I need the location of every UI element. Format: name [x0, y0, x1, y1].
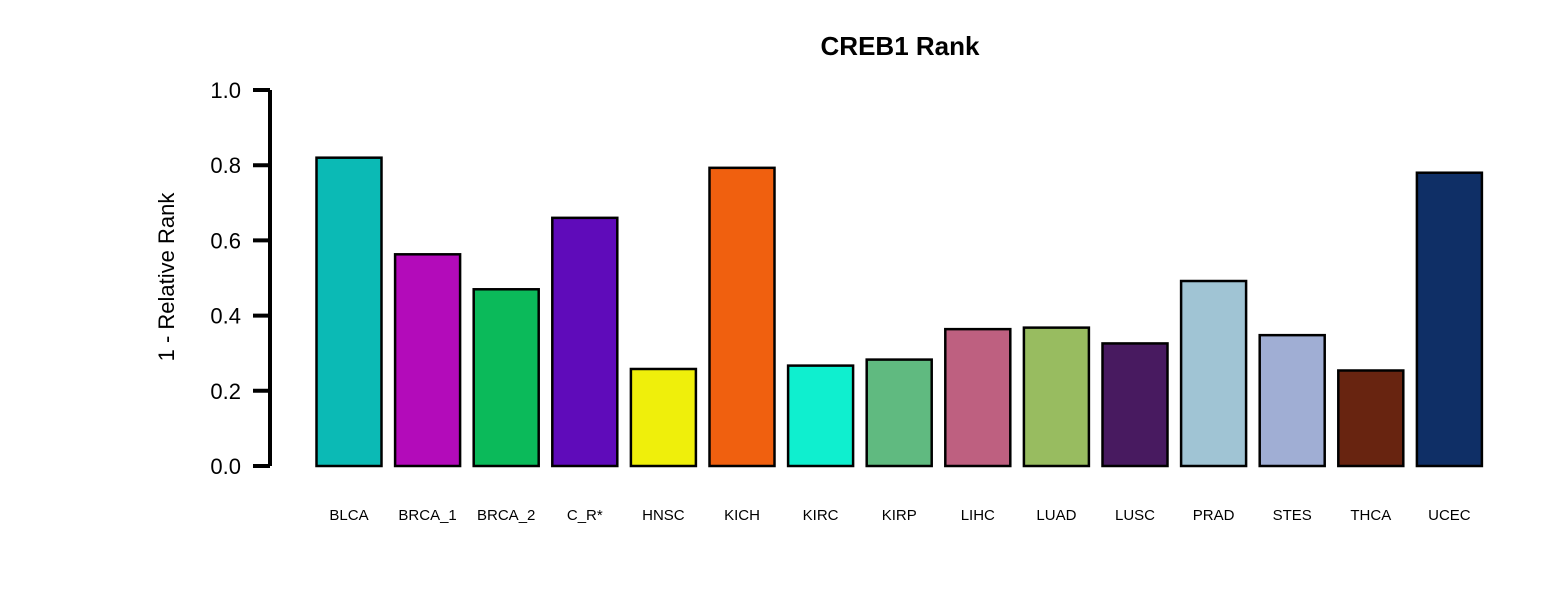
bar-stes — [1258, 333, 1326, 468]
bar-blca — [315, 156, 383, 468]
y-tick-label: 0.2 — [210, 379, 241, 404]
bar-brca-2 — [472, 288, 540, 468]
x-tick-label: KIRP — [882, 507, 917, 524]
bar-c-r — [551, 216, 619, 468]
x-tick-label: KIRC — [803, 507, 839, 524]
x-tick-label: BRCA_1 — [398, 507, 456, 524]
x-tick-labels: BLCA BRCA_1 BRCA_2 C_R* HNSC KICH KIRC KIRP LIHC… — [329, 507, 1470, 524]
y-tick-label: 0.4 — [210, 304, 241, 329]
x-tick-label: UCEC — [1428, 507, 1471, 524]
x-tick-label: BRCA_2 — [477, 507, 535, 524]
bar-kirc — [786, 364, 855, 468]
chart-title: CREB1 Rank — [821, 31, 980, 61]
bar-brca-1 — [393, 253, 462, 468]
y-tick-label: 0.6 — [210, 228, 241, 253]
x-tick-label: LUAD — [1036, 507, 1076, 524]
y-tick-label: 1.0 — [210, 78, 241, 103]
bars — [315, 156, 1484, 468]
x-tick-label: LUSC — [1115, 507, 1155, 524]
bar-luad — [1022, 326, 1091, 468]
y-tick-label: 0.0 — [210, 454, 241, 479]
x-tick-label: PRAD — [1193, 507, 1235, 524]
x-tick-label: STES — [1273, 507, 1312, 524]
x-tick-label: KICH — [724, 507, 760, 524]
bar-thca — [1337, 369, 1405, 468]
y-axis: 0.0 0.2 0.4 0.6 0.8 1.0 — [210, 78, 272, 479]
x-tick-label: THCA — [1350, 507, 1391, 524]
y-tick-label: 0.8 — [210, 153, 241, 178]
bar-lusc — [1101, 342, 1169, 468]
x-tick-label: HNSC — [642, 507, 685, 524]
bar-kich — [708, 166, 776, 468]
y-axis-label: 1 - Relative Rank — [154, 192, 179, 362]
bar-prad — [1179, 279, 1248, 468]
x-tick-label: BLCA — [329, 507, 368, 524]
x-tick-label: C_R* — [567, 507, 603, 524]
x-tick-label: LIHC — [961, 507, 995, 524]
bar-lihc — [944, 327, 1012, 468]
bar-ucec — [1415, 171, 1484, 468]
bar-kirp — [865, 358, 933, 468]
bar-hnsc — [629, 367, 698, 468]
